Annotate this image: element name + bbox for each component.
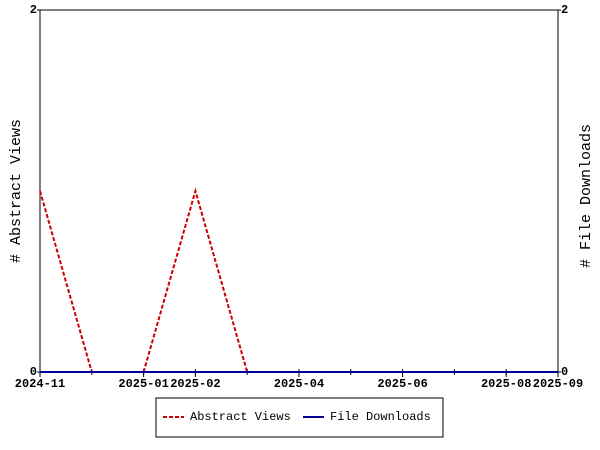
x-tick-label: 2025-02 bbox=[170, 377, 220, 391]
x-tick-label: 2025-04 bbox=[274, 377, 324, 391]
x-tick-label: 2025-06 bbox=[377, 377, 427, 391]
y-tick-label: 2 bbox=[30, 3, 37, 17]
legend-label: File Downloads bbox=[330, 410, 431, 424]
y-axis-label: # Abstract Views bbox=[8, 119, 25, 263]
x-tick-label: 2025-01 bbox=[118, 377, 168, 391]
plot-frame bbox=[39, 9, 559, 373]
y2-tick-label: 2 bbox=[561, 3, 568, 17]
y2-tick-label: 0 bbox=[561, 365, 568, 379]
legend bbox=[155, 397, 444, 438]
legend-label: Abstract Views bbox=[190, 410, 291, 424]
y-tick-label: 0 bbox=[30, 365, 37, 379]
series-line bbox=[39, 187, 558, 373]
x-tick-label: 2025-09 bbox=[533, 377, 583, 391]
y2-axis-label: # File Downloads bbox=[578, 124, 595, 268]
x-tick-label: 2024-11 bbox=[15, 377, 65, 391]
x-tick-label: 2025-08 bbox=[481, 377, 531, 391]
